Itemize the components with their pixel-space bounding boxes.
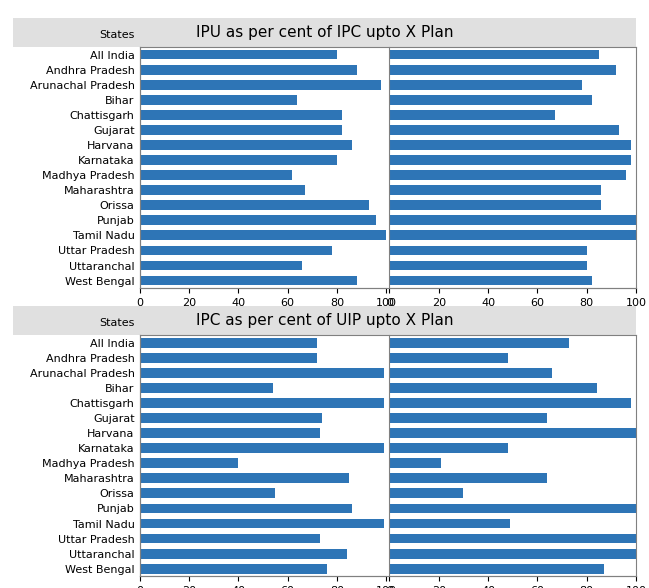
Text: IPU as per cent of IPC upto X Plan: IPU as per cent of IPC upto X Plan [196,25,453,40]
Text: States: States [99,318,134,328]
Bar [389,230,636,240]
Bar [140,246,332,255]
Bar [140,458,238,468]
Text: IPC as per cent of UIP upto X Plan: IPC as per cent of UIP upto X Plan [196,313,453,328]
Bar [389,353,508,363]
Bar [389,534,636,543]
Bar [389,155,631,165]
Bar [389,398,631,408]
Bar [389,338,569,348]
Bar [140,368,384,377]
Bar [140,443,384,453]
Bar [140,276,356,286]
Bar [140,49,337,59]
Bar [389,458,441,468]
Text: States: States [99,29,134,39]
Bar [389,80,582,89]
Bar [389,201,602,210]
Bar [140,398,384,408]
Bar [140,201,369,210]
Bar [140,353,317,363]
Bar [389,49,599,59]
Bar [140,383,273,393]
Bar [140,428,319,438]
Bar [389,185,602,195]
Bar [389,443,508,453]
Bar [140,489,275,498]
Bar [389,110,555,120]
Bar [140,503,352,513]
Bar [140,549,347,559]
Bar [389,473,547,483]
Bar [389,246,587,255]
Bar [140,215,376,225]
Bar [389,125,618,135]
Bar [389,65,617,75]
Bar [389,215,636,225]
Bar [140,170,293,180]
Bar [389,549,636,559]
Bar [389,413,547,423]
Bar [140,65,356,75]
Bar [140,80,381,89]
Bar [389,564,604,574]
Bar [140,473,349,483]
X-axis label: Major and Medium: Major and Medium [211,313,315,323]
Bar [140,230,386,240]
Bar [140,125,342,135]
Bar [389,428,636,438]
Bar [389,503,636,513]
Bar [140,110,342,120]
Bar [140,155,337,165]
Bar [140,95,297,105]
Bar [389,519,510,529]
Bar [140,260,302,270]
Bar [389,276,592,286]
Bar [140,564,327,574]
Bar [389,95,592,105]
Bar [140,534,319,543]
X-axis label: Minor: Minor [497,313,528,323]
Bar [140,413,322,423]
Bar [140,338,317,348]
Bar [389,140,631,150]
Bar [389,170,626,180]
Bar [140,519,384,529]
Bar [140,185,305,195]
Bar [389,489,463,498]
Bar [389,368,552,377]
Bar [140,140,352,150]
Bar [389,383,596,393]
Bar [389,260,587,270]
